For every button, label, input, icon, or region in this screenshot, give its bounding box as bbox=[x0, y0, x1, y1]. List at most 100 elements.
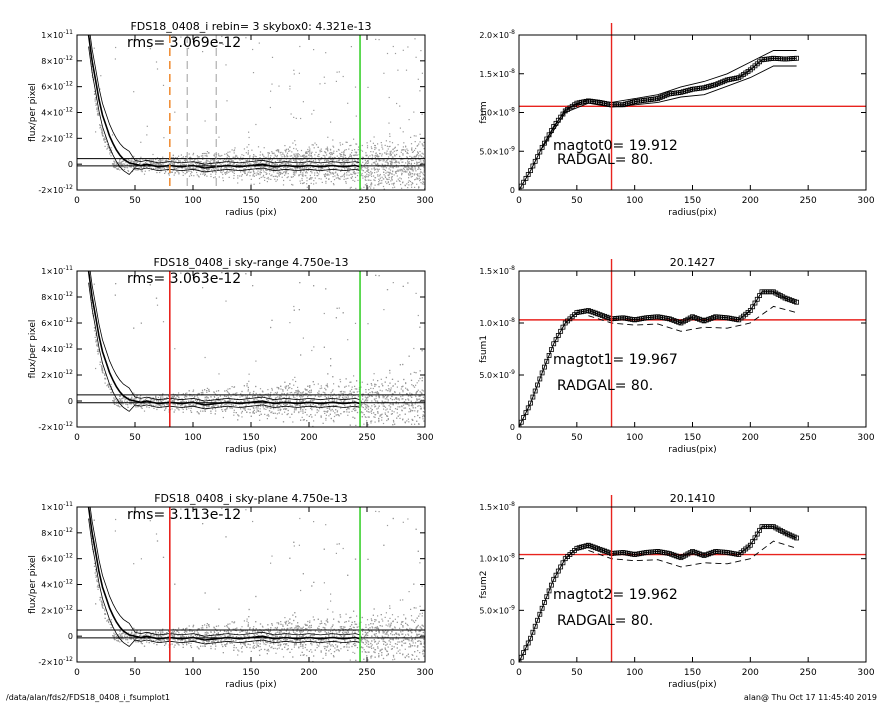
scatter-point bbox=[253, 154, 255, 156]
scatter-point bbox=[356, 175, 359, 177]
scatter-point bbox=[259, 395, 261, 397]
scatter-point bbox=[159, 159, 161, 161]
scatter-point bbox=[168, 163, 170, 165]
scatter-point bbox=[213, 155, 215, 157]
scatter-point bbox=[364, 416, 366, 418]
scatter-point bbox=[396, 149, 398, 151]
scatter-point bbox=[115, 46, 117, 49]
x-tick-label: 150 bbox=[242, 196, 259, 206]
scatter-point bbox=[224, 399, 226, 402]
scatter-point bbox=[352, 169, 354, 171]
scatter-point bbox=[338, 158, 340, 160]
scatter-point bbox=[420, 168, 422, 171]
scatter-point bbox=[181, 398, 183, 400]
scatter-point bbox=[266, 177, 268, 180]
scatter-point bbox=[270, 178, 272, 180]
scatter-point bbox=[325, 52, 327, 54]
scatter-point bbox=[307, 391, 310, 393]
scatter-point bbox=[274, 178, 276, 180]
scatter-point bbox=[222, 173, 224, 176]
scatter-point bbox=[226, 153, 228, 155]
scatter-point bbox=[87, 8, 88, 9]
scatter-point bbox=[317, 392, 319, 394]
scatter-point bbox=[283, 161, 285, 164]
scatter-point bbox=[256, 405, 258, 407]
scatter-point bbox=[409, 167, 411, 169]
scatter-point bbox=[367, 416, 369, 418]
scatter-point bbox=[279, 409, 281, 412]
scatter-point bbox=[325, 410, 327, 413]
scatter-point bbox=[141, 169, 143, 171]
scatter-point bbox=[414, 410, 416, 412]
scatter-point bbox=[382, 405, 384, 407]
scatter-point bbox=[415, 395, 417, 398]
scatter-point bbox=[310, 178, 312, 180]
scatter-point bbox=[387, 153, 389, 155]
scatter-point bbox=[263, 166, 265, 169]
scatter-point bbox=[286, 169, 289, 171]
scatter-point bbox=[266, 173, 268, 175]
scatter-point bbox=[365, 406, 367, 408]
scatter-point bbox=[254, 394, 256, 397]
scatter-point bbox=[272, 167, 274, 169]
scatter-point bbox=[387, 163, 389, 165]
scatter-point bbox=[245, 152, 247, 154]
scatter-point bbox=[352, 154, 354, 156]
scatter-point bbox=[129, 159, 131, 161]
scatter-point bbox=[165, 403, 168, 405]
scatter-point bbox=[217, 397, 219, 399]
scatter-point bbox=[330, 158, 332, 160]
scatter-point bbox=[173, 168, 175, 170]
scatter-point bbox=[115, 162, 117, 164]
scatter-point bbox=[268, 163, 270, 165]
scatter-point bbox=[174, 348, 176, 350]
scatter-point bbox=[423, 174, 425, 176]
scatter-point bbox=[287, 162, 289, 164]
scatter-point bbox=[213, 161, 215, 163]
scatter-point bbox=[319, 171, 321, 173]
scatter-point bbox=[202, 410, 204, 412]
scatter-point bbox=[372, 162, 374, 164]
scatter-point bbox=[104, 382, 106, 384]
scatter-point bbox=[378, 149, 380, 151]
profile-line bbox=[89, 35, 361, 165]
scatter-point bbox=[244, 170, 246, 172]
scatter-point bbox=[118, 162, 120, 164]
scatter-point bbox=[349, 156, 351, 158]
scatter-point bbox=[268, 173, 271, 175]
scatter-point bbox=[357, 160, 359, 163]
scatter-point bbox=[93, 330, 96, 332]
scatter-point bbox=[416, 177, 418, 179]
scatter-point bbox=[406, 148, 408, 150]
scatter-point bbox=[388, 388, 390, 390]
rms-label: rms= 3.069e-12 bbox=[127, 35, 241, 51]
scatter-point bbox=[361, 416, 363, 418]
scatter-point bbox=[363, 403, 365, 405]
scatter-point bbox=[173, 163, 175, 165]
scatter-point bbox=[361, 150, 364, 152]
scatter-point bbox=[127, 167, 129, 169]
scatter-point bbox=[259, 171, 261, 173]
scatter-point bbox=[285, 173, 287, 175]
scatter-point bbox=[391, 159, 393, 161]
scatter-point bbox=[410, 163, 412, 165]
scatter-point bbox=[210, 175, 212, 178]
scatter-point bbox=[296, 153, 298, 155]
scatter-point bbox=[303, 170, 305, 172]
scatter-point bbox=[291, 388, 293, 390]
scatter-point bbox=[335, 409, 337, 411]
scatter-point bbox=[369, 411, 371, 413]
scatter-point bbox=[337, 385, 340, 387]
scatter-point bbox=[292, 395, 294, 397]
scatter-point bbox=[243, 148, 245, 150]
scatter-point bbox=[354, 322, 357, 324]
scatter-point bbox=[376, 400, 379, 402]
scatter-point bbox=[121, 397, 124, 399]
scatter-point bbox=[293, 69, 295, 71]
scatter-point bbox=[103, 138, 105, 140]
scatter-point bbox=[136, 158, 138, 160]
scatter-point bbox=[350, 186, 352, 188]
scatter-point bbox=[114, 398, 116, 400]
scatter-point bbox=[159, 405, 161, 407]
